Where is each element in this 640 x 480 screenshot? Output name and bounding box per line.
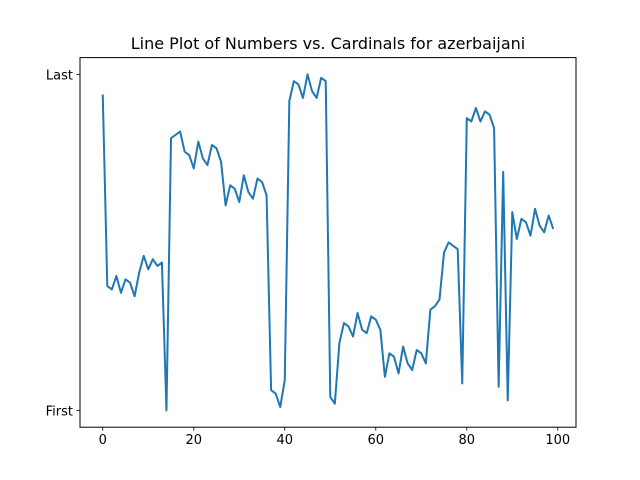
x-axis: 0 20 40 60 80 100 xyxy=(99,427,570,448)
plot-frame xyxy=(79,57,577,428)
x-tick-label: 20 xyxy=(185,433,202,448)
y-tick-label: Last xyxy=(46,68,73,83)
x-tick-label: 60 xyxy=(368,433,385,448)
series-line-0 xyxy=(101,73,555,412)
x-tick-label: 80 xyxy=(459,433,476,448)
x-tick-label: 40 xyxy=(276,433,293,448)
y-tick-label: First xyxy=(46,404,73,419)
y-axis: First Last xyxy=(46,68,80,419)
x-tick-label: 100 xyxy=(545,433,570,448)
plot-area xyxy=(101,73,555,412)
x-tick-label: 0 xyxy=(99,433,107,448)
chart-title: Line Plot of Numbers vs. Cardinals for a… xyxy=(131,34,526,53)
